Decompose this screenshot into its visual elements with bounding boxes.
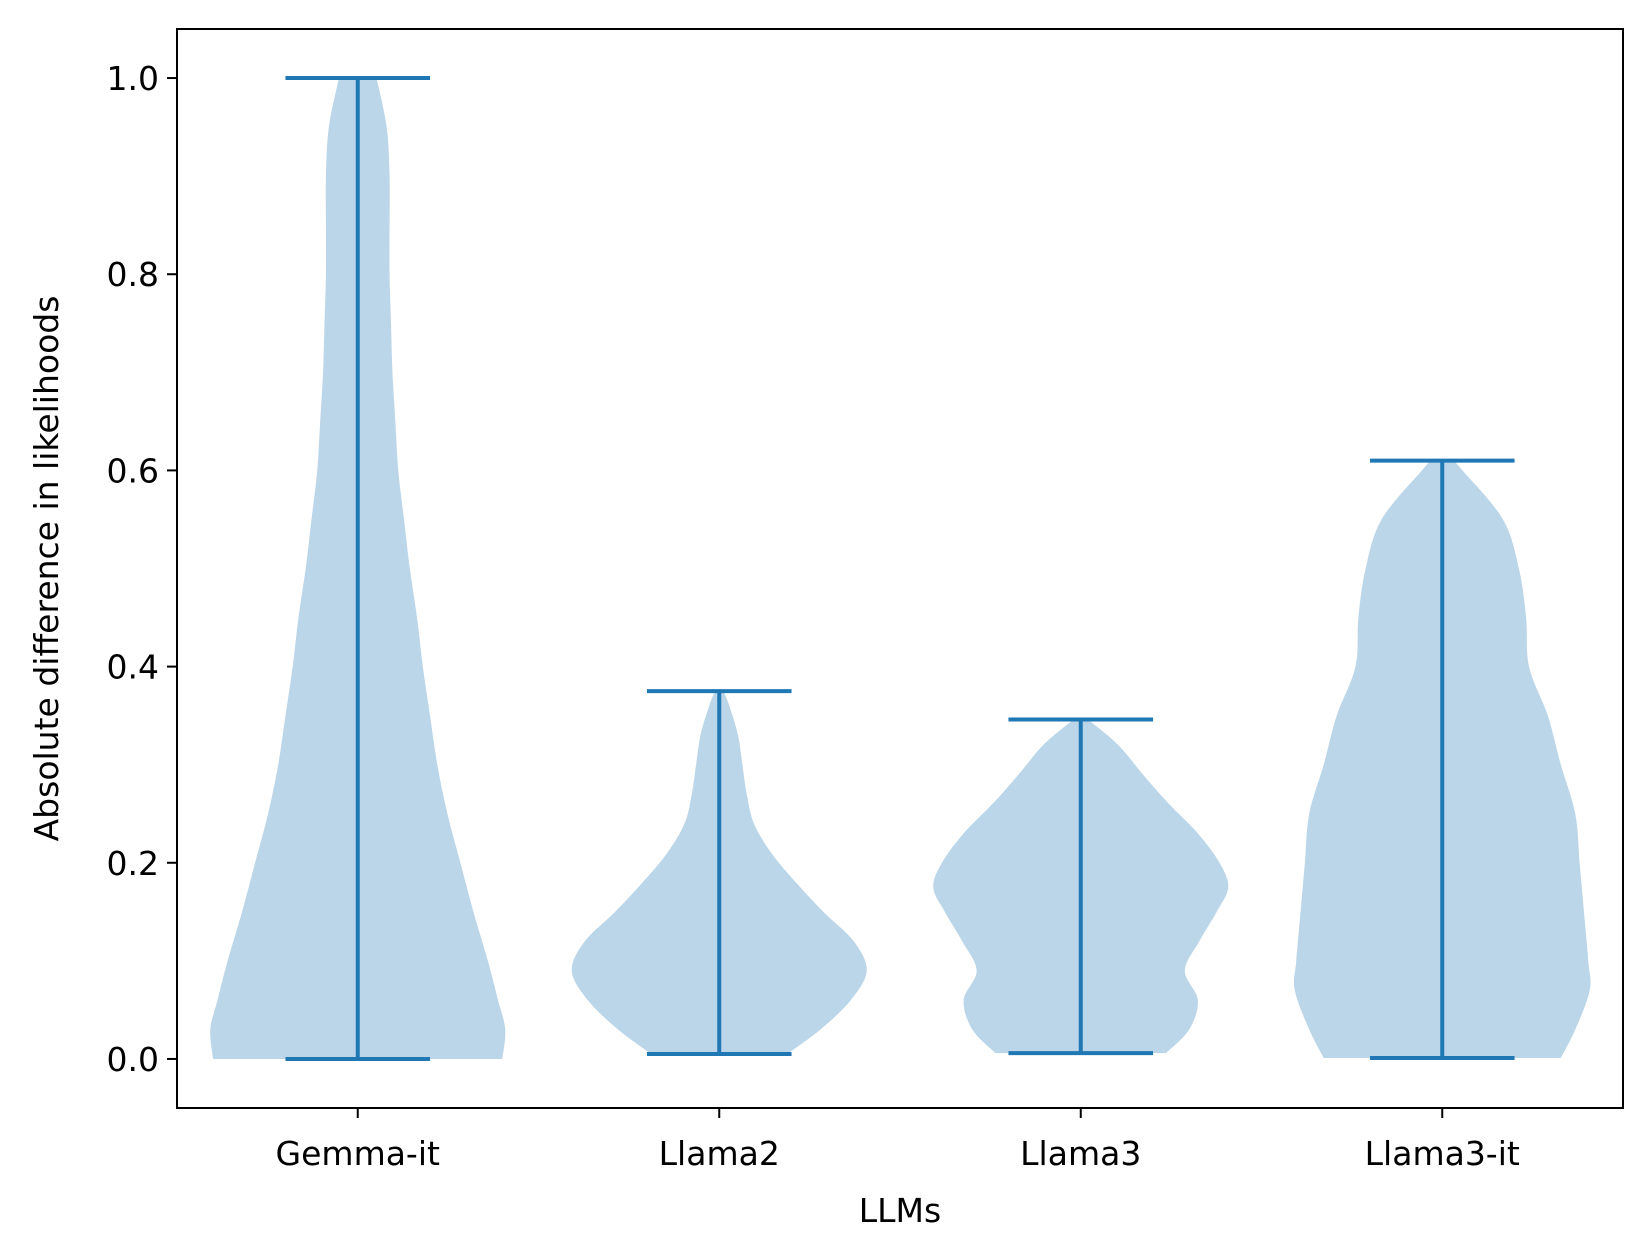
y-axis-label: Absolute difference in likelihoods [27, 296, 66, 842]
violin-layer [210, 76, 1591, 1061]
x-tick-label: Llama3 [1020, 1134, 1141, 1173]
x-axis-label: LLMs [859, 1191, 941, 1230]
y-tick-label: 0.4 [107, 648, 159, 687]
x-axis: Gemma-it Llama2 Llama3 Llama3-it [276, 1108, 1520, 1173]
violin-gemma-it [210, 76, 506, 1061]
y-tick-label: 1.0 [107, 59, 159, 98]
y-tick-label: 0.8 [107, 255, 159, 294]
x-tick-label: Gemma-it [276, 1134, 440, 1173]
violin-llama3-it [1293, 458, 1591, 1060]
plot-frame [176, 28, 1624, 1109]
x-tick-label: Llama3-it [1365, 1134, 1520, 1173]
y-tick-label: 0.2 [107, 844, 159, 883]
violin-llama3 [933, 717, 1229, 1056]
x-tick-label: Llama2 [659, 1134, 780, 1173]
y-tick-label: 0.0 [107, 1040, 159, 1079]
violin-llama2 [571, 689, 867, 1057]
y-axis: 0.0 0.2 0.4 0.6 0.8 1.0 [107, 59, 177, 1079]
y-tick-label: 0.6 [107, 451, 159, 490]
